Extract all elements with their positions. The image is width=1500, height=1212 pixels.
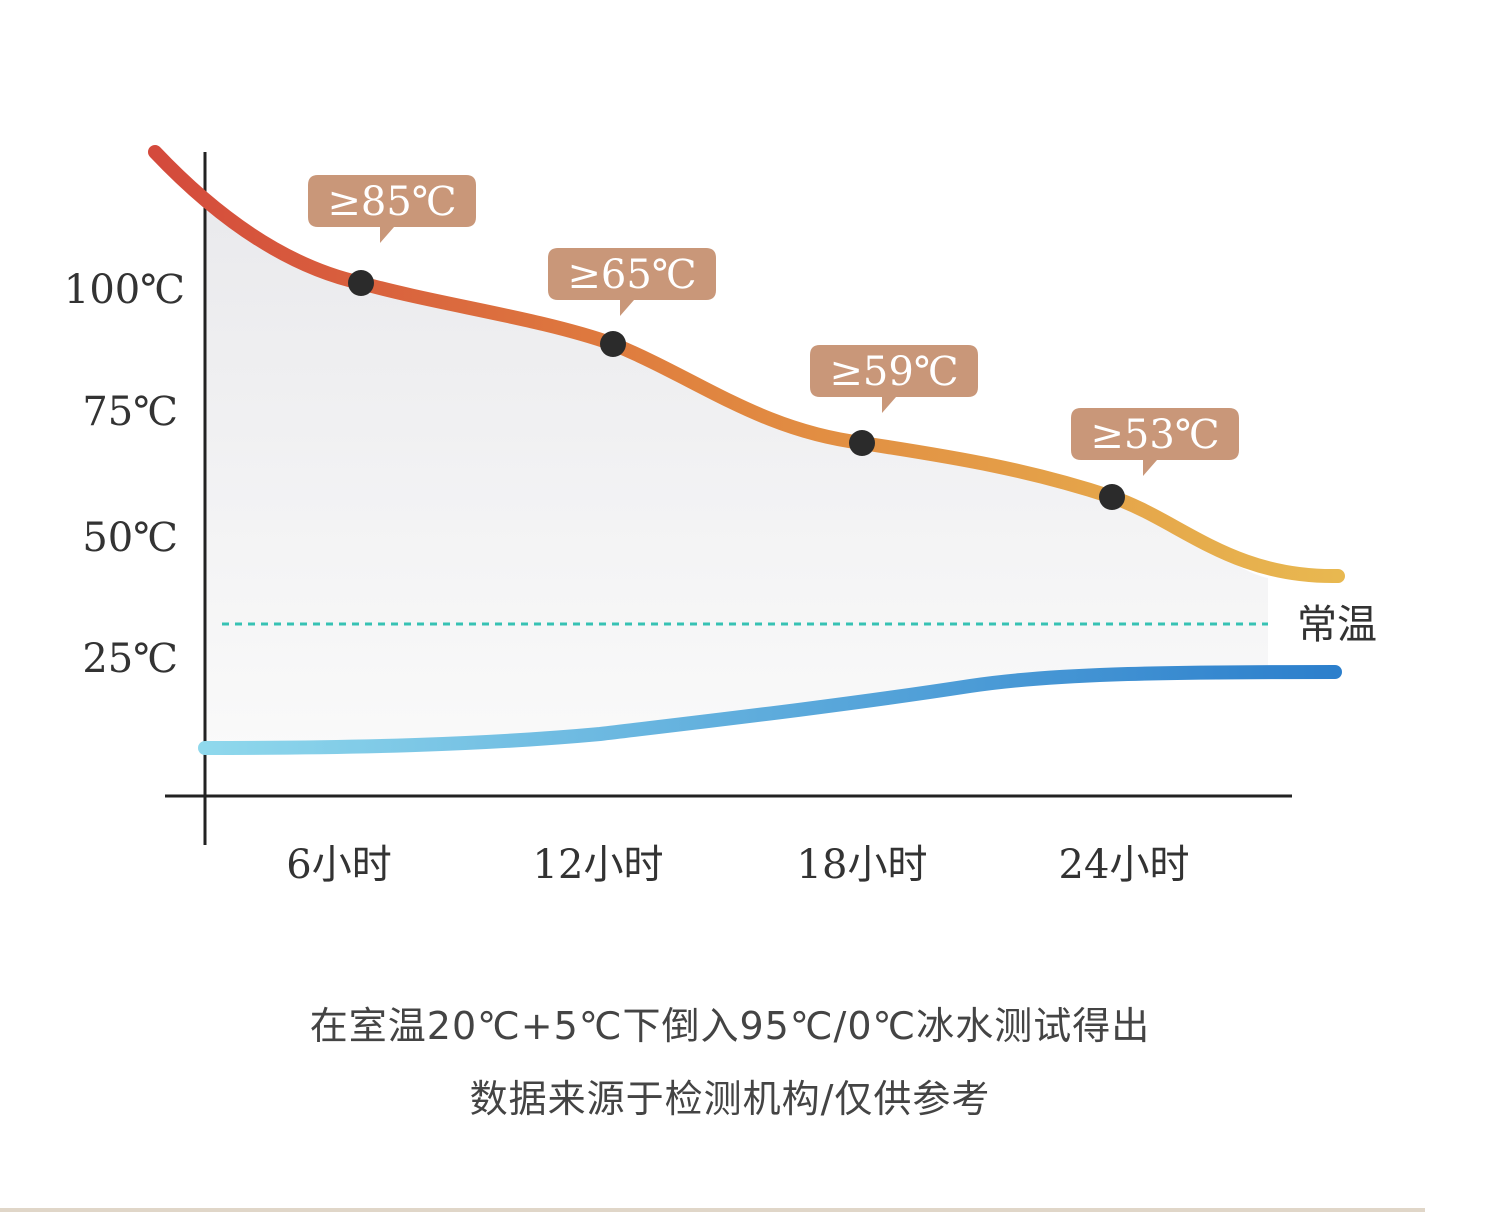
value-callout-label: ≥53℃ [1090,412,1219,458]
data-point-marker [1099,484,1125,510]
y-tick-label: 75℃ [82,389,178,435]
cold-water-curve [198,665,1342,755]
y-tick-label: 50℃ [82,515,178,561]
value-callout [1071,408,1239,476]
x-tick-label: 18小时 [797,842,928,888]
caption-line-2: 数据来源于检测机构/仅供参考 [469,1077,991,1121]
data-point-marker [600,331,626,357]
value-callout-label: ≥59℃ [829,349,958,395]
y-tick-label: 25℃ [82,636,178,682]
temperature-chart: 100℃ 75℃ 50℃ 25℃ 6小时 12小时 18小时 24小时 常温 ≥… [64,145,1377,888]
footer-divider [0,1208,1425,1212]
room-temperature-label: 常温 [1297,602,1377,648]
area-between-curves [205,195,1268,748]
data-point-marker [849,430,875,456]
value-callout-label: ≥65℃ [567,252,696,298]
data-point-marker [348,270,374,296]
x-tick-label: 12小时 [533,842,664,888]
x-tick-label: 6小时 [286,842,391,888]
x-tick-label: 24小时 [1059,842,1190,888]
value-callout-label: ≥85℃ [327,179,456,225]
caption-line-1: 在室温20℃+5℃下倒入95℃/0℃冰水测试得出 [309,1004,1151,1048]
value-callout [548,248,716,316]
y-tick-label: 100℃ [64,267,185,313]
hot-water-curve [148,145,1345,584]
value-callout [308,175,476,243]
value-callout [810,345,978,413]
